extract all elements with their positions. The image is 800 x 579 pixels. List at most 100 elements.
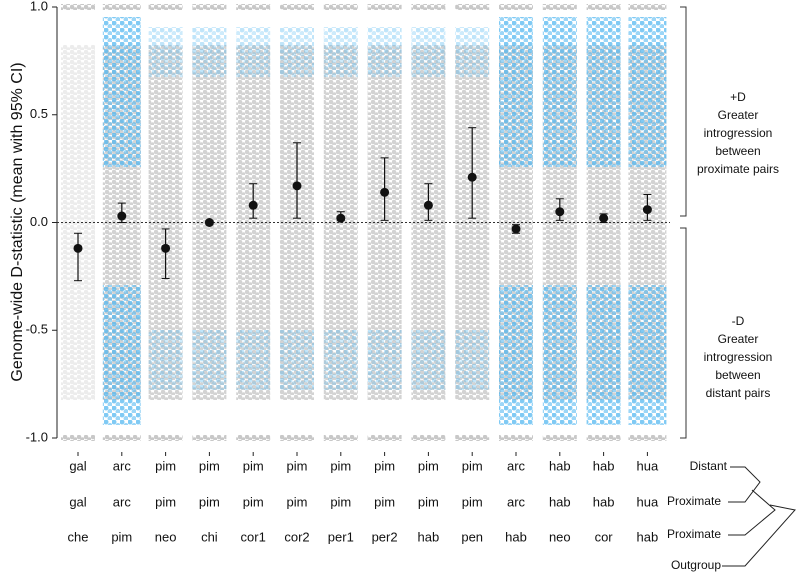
cloud-edge [455,4,490,10]
tree-label: Proximate [667,527,721,541]
category-label: hab [637,529,659,544]
annotation: introgression [704,350,773,364]
category-label: pim [330,494,351,509]
cloud-tail [192,27,227,77]
cloud-edge [102,435,141,441]
tree-label: Outgroup [671,558,721,572]
cloud-tail [102,285,141,425]
category-label: pim [374,458,395,473]
cloud-edge [236,435,271,441]
category-label: chi [201,529,218,544]
annotation: between [715,144,760,158]
cloud-tail [148,27,183,77]
cloud-tail [542,285,577,425]
cloud-tail [280,330,314,390]
cloud-edge [323,4,358,10]
mean-point [73,243,83,253]
annotation: between [715,368,760,382]
cloud-edge [586,435,621,441]
y-tick-label: 0.0 [30,214,48,229]
category-label: arc [507,494,526,509]
cloud-tail [411,330,446,390]
category-label: cor [595,529,614,544]
cloud-edge [628,4,667,10]
category-label: neo [549,529,571,544]
category-label: pim [374,494,395,509]
cloud-tail [367,330,402,390]
mean-point [292,181,302,191]
category-label: arc [507,458,526,473]
mean-point [555,207,565,217]
category-label: pim [111,529,132,544]
mean-point [336,213,346,223]
cloud-tail [499,17,533,167]
point-cloud [61,4,667,441]
mean-point [511,224,521,234]
cloud-tail [499,285,533,425]
cloud-edge [192,4,227,10]
category-label: hua [637,458,659,473]
category-label: pen [461,529,483,544]
cloud-tail [628,17,667,167]
cloud-tail [236,330,271,390]
annotation: introgression [704,126,773,140]
category-label: hab [593,458,615,473]
cloud-edge [323,435,358,441]
category-label: hab [549,458,571,473]
category-label: pim [462,458,483,473]
category-label: neo [155,529,177,544]
cloud-edge [61,4,95,10]
mean-point [117,211,127,221]
cloud-tail [148,330,183,390]
mean-point [380,187,390,197]
category-label: hab [593,494,615,509]
category-label: pim [418,458,439,473]
category-label: gal [69,494,86,509]
category-label: hab [418,529,440,544]
category-label: pim [418,494,439,509]
cloud-edge [236,4,271,10]
cloud-edge [499,435,533,441]
category-label: pim [243,458,264,473]
cloud-edge [499,4,533,10]
annotation: +D [730,90,746,104]
tree-label: Distant [690,459,728,473]
cloud-edge [411,4,446,10]
mean-point [467,172,477,182]
cloud-tail [280,27,314,77]
cloud-tail [628,285,667,425]
mean-point [161,243,171,253]
annotation: distant pairs [706,386,771,400]
annotation: -D [732,314,745,328]
category-label: pim [462,494,483,509]
cloud-edge [628,435,667,441]
cloud-edge [586,4,621,10]
y-tick-label: 0.5 [30,106,48,121]
mean-point [642,205,652,215]
category-label: pim [199,494,220,509]
category-label: cor1 [241,529,266,544]
category-label: pim [287,494,308,509]
annotation: Greater [718,332,759,346]
cloud-edge [280,435,314,441]
category-label: pim [243,494,264,509]
mean-point [423,200,433,210]
tree-label: Proximate [667,494,721,508]
cloud-tail [542,17,577,167]
cloud-tail [367,27,402,77]
cloud-tail [455,330,490,390]
category-label: gal [69,458,86,473]
category-label: pim [287,458,308,473]
mean-point [248,200,258,210]
y-tick-label: 1.0 [30,0,48,13]
cloud-edge [280,4,314,10]
cloud-edge [542,4,577,10]
category-label: pim [155,458,176,473]
y-tick-label: -0.5 [26,322,48,337]
category-label: arc [113,458,132,473]
cloud-edge [61,435,95,441]
cloud-edge [455,435,490,441]
category-label: arc [113,494,132,509]
cloud-edge [411,435,446,441]
